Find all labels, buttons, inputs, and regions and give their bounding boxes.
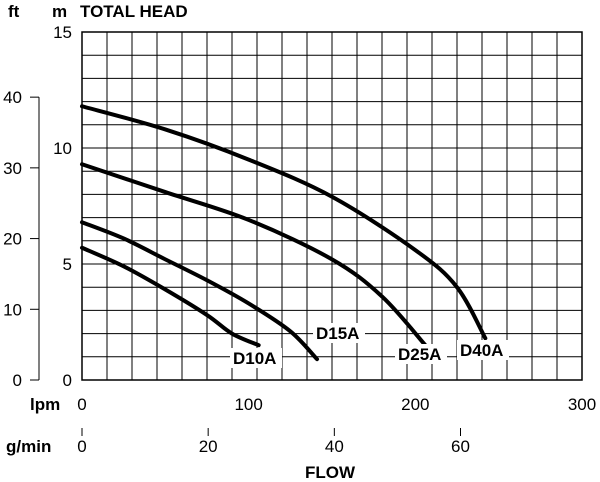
y-tick-ft: 0 bbox=[13, 371, 22, 390]
curve-d15a bbox=[80, 220, 319, 362]
x-axis-label: FLOW bbox=[305, 463, 356, 482]
curve-d40a bbox=[80, 104, 488, 341]
y-tick-m: 5 bbox=[63, 255, 72, 274]
series-label-background bbox=[457, 340, 509, 360]
series-label-d25a: D25A bbox=[395, 344, 447, 364]
series-label-background bbox=[230, 348, 282, 368]
x-tick-lpm: 200 bbox=[401, 395, 429, 414]
series-label-text: D40A bbox=[460, 341, 503, 360]
y-unit-ft: ft bbox=[8, 2, 20, 21]
y-tick-m: 15 bbox=[53, 23, 72, 42]
x-tick-gmin: 60 bbox=[451, 437, 470, 456]
x-tick-lpm: 300 bbox=[568, 395, 596, 414]
y-tick-ft: 40 bbox=[3, 88, 22, 107]
plot-frame bbox=[81, 31, 583, 381]
series-label-background bbox=[395, 344, 447, 364]
x-unit-gmin: g/min bbox=[6, 437, 51, 456]
series-label-background bbox=[313, 323, 365, 343]
y-tick-m: 10 bbox=[53, 139, 72, 158]
x-unit-lpm: lpm bbox=[30, 395, 60, 414]
series-label-text: D10A bbox=[233, 349, 276, 368]
series-label-d10a: D10A bbox=[230, 348, 282, 368]
curves bbox=[80, 104, 488, 362]
x-tick-lpm: 0 bbox=[77, 395, 86, 414]
series-label-d40a: D40A bbox=[457, 340, 509, 360]
y-tick-ft: 20 bbox=[3, 230, 22, 249]
curve-d10a bbox=[80, 245, 261, 348]
x-tick-lpm: 100 bbox=[234, 395, 262, 414]
x-tick-gmin: 20 bbox=[199, 437, 218, 456]
y-ticks-ft: 0 10 20 30 40 bbox=[3, 88, 40, 390]
y-tick-ft: 10 bbox=[3, 300, 22, 319]
y-unit-m: m bbox=[52, 2, 67, 21]
series-labels: D10A D15A D25A D40A bbox=[230, 323, 509, 368]
chart-title: TOTAL HEAD bbox=[80, 2, 188, 21]
y-tick-ft: 30 bbox=[3, 159, 22, 178]
x-ticks-lpm: 0 100 200 300 bbox=[77, 395, 596, 414]
y-tick-m: 0 bbox=[63, 371, 72, 390]
x-tick-gmin: 40 bbox=[325, 437, 344, 456]
x-tick-gmin: 0 bbox=[77, 437, 86, 456]
y-ticks-m: 0 5 10 15 bbox=[53, 23, 72, 390]
series-label-text: D15A bbox=[316, 324, 359, 343]
grid bbox=[82, 32, 582, 380]
series-label-d15a: D15A bbox=[313, 323, 365, 343]
series-label-text: D25A bbox=[398, 345, 441, 364]
curve-d25a bbox=[80, 162, 428, 348]
x-ticks-gmin: 0 20 40 60 bbox=[77, 428, 470, 456]
